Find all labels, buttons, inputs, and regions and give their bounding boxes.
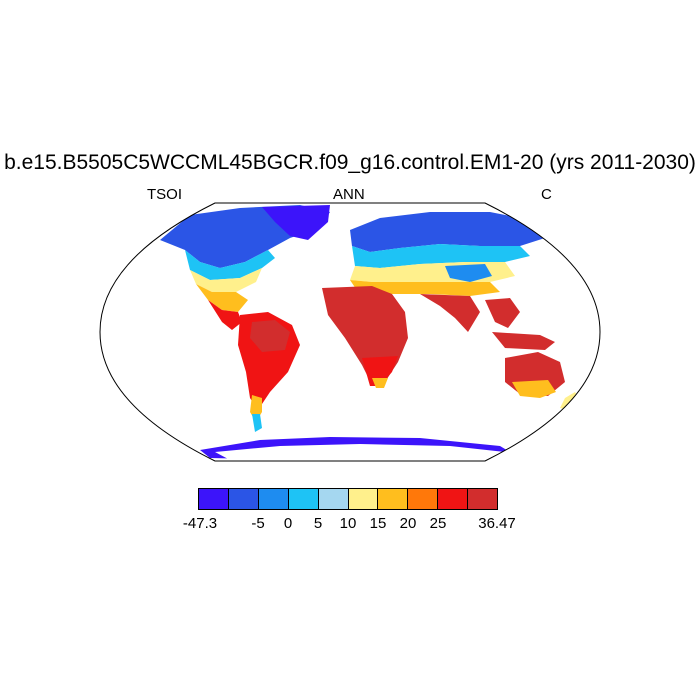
patagonia [252, 414, 262, 432]
africa-tip [372, 378, 388, 388]
colorbar-label-min: -47.3 [182, 515, 218, 532]
colorbar-label-25: 25 [429, 515, 447, 532]
north-america-cool [185, 250, 275, 280]
map-boundary [99, 202, 601, 462]
units-label: C [541, 186, 552, 203]
colorbar-swatch-7 [378, 489, 409, 509]
africa-south [362, 356, 398, 386]
antarctica-interior [215, 444, 505, 460]
colorbar-swatch-9 [438, 489, 469, 509]
colorbar-label-minus5: -5 [251, 515, 265, 532]
colorbar-swatch-3 [258, 489, 289, 509]
south-asia [420, 294, 480, 332]
colorbar [198, 488, 498, 510]
middle-east-warm [350, 280, 500, 296]
colorbar-swatch-5 [318, 489, 349, 509]
colorbar-label-20: 20 [399, 515, 417, 532]
plot-title: b.e15.B5505C5WCCML45BGCR.f09_g16.control… [4, 151, 696, 174]
colorbar-swatch-10 [468, 489, 498, 509]
season-label: ANN [333, 186, 365, 203]
greenland [262, 205, 330, 240]
colorbar-label-10: 10 [339, 515, 357, 532]
colorbar-label-5: 5 [313, 515, 323, 532]
colorbar-swatch-2 [228, 489, 259, 509]
north-america-warm [196, 284, 248, 312]
eurasia-north [350, 212, 545, 252]
colorbar-swatch-8 [408, 489, 439, 509]
colorbar-label-15: 15 [369, 515, 387, 532]
land-surface [160, 205, 580, 460]
colorbar-swatch-6 [348, 489, 379, 509]
mexico [208, 300, 242, 330]
tibet-plateau [445, 264, 492, 282]
variable-label: TSOI [147, 186, 183, 203]
indonesia [492, 332, 555, 350]
colorbar-swatch-1 [199, 489, 229, 509]
colorbar-label-0: 0 [283, 515, 293, 532]
africa [322, 286, 408, 385]
southeast-asia [485, 298, 520, 328]
north-america-mild [190, 268, 262, 292]
colorbar-label-max: 36.47 [478, 515, 516, 532]
colorbar-swatch-4 [288, 489, 319, 509]
australia-south [512, 380, 556, 398]
south-america-amazon [250, 320, 290, 352]
